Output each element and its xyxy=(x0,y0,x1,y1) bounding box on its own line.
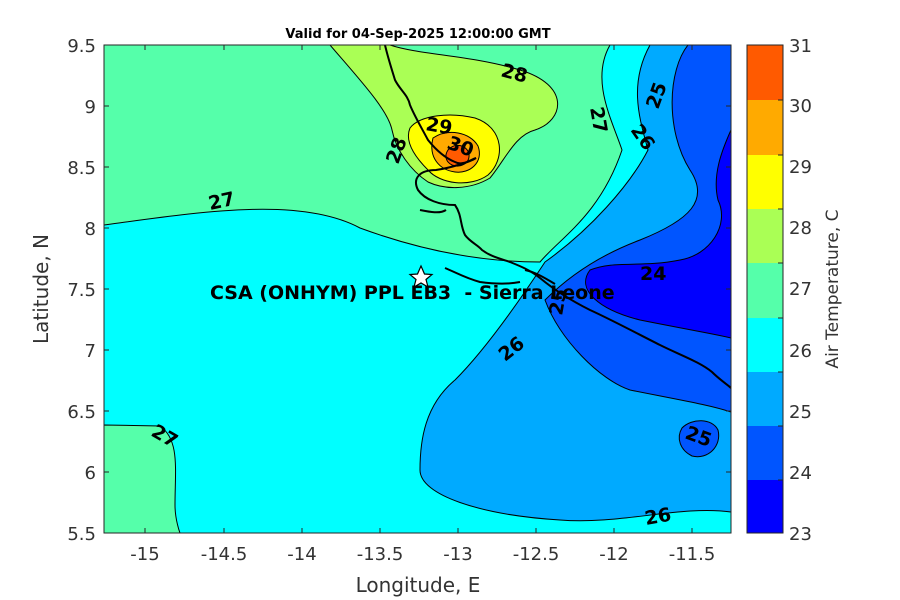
site-marker: CSA (ONHYM) PPL EB3 - Sierra Leone xyxy=(210,264,615,304)
contour-label: 27 xyxy=(206,188,236,215)
colorbar-band xyxy=(747,100,783,155)
contour-label: 25 xyxy=(545,287,571,317)
band-below-23 xyxy=(585,129,731,339)
contour-label: 27 xyxy=(585,105,611,135)
colorbar-tick-label: 26 xyxy=(789,341,812,362)
star-icon xyxy=(408,264,434,289)
x-tick-label: -14 xyxy=(287,544,316,565)
contour-label: 29 xyxy=(424,113,454,139)
y-tick-label: 7 xyxy=(85,341,96,362)
colorbar-tick-label: 25 xyxy=(789,402,812,423)
colorbar-band xyxy=(747,209,783,263)
x-tick-label: -13.5 xyxy=(357,544,404,565)
temperature-contour-map xyxy=(104,45,731,533)
y-tick-label: 6 xyxy=(85,463,96,484)
contour-label: 26 xyxy=(643,504,673,530)
colorbar-tick-label: 27 xyxy=(789,279,812,300)
colorbar-tick-label: 28 xyxy=(789,218,812,239)
x-axis: -15 -14.5 -14 -13.5 -13 -12.5 -12 -11.5 … xyxy=(130,45,715,597)
colorbar-band xyxy=(747,480,783,533)
x-tick-label: -11.5 xyxy=(669,544,716,565)
contour-label: 24 xyxy=(640,263,666,285)
colorbar-label: Air Temperature, C xyxy=(823,209,843,368)
band-26-27-southwest xyxy=(104,424,181,533)
colorbar-tick-label: 30 xyxy=(789,96,812,117)
colorbar-band xyxy=(747,426,783,480)
colorbar-band xyxy=(747,318,783,372)
colorbar-band xyxy=(747,155,783,209)
y-tick-label: 8.5 xyxy=(67,158,96,179)
y-tick-label: 7.5 xyxy=(67,280,96,301)
x-tick-label: -14.5 xyxy=(201,544,248,565)
colorbar-band xyxy=(747,372,783,426)
y-tick-label: 8 xyxy=(85,219,96,240)
y-axis: 9.5 9 8.5 8 7.5 7 6.5 6 5.5 Latitude, N xyxy=(29,36,731,545)
coastline xyxy=(384,45,731,389)
colorbar-tick-label: 31 xyxy=(789,36,812,57)
x-tick-label: -15 xyxy=(130,544,159,565)
colorbar-tick-label: 24 xyxy=(789,463,812,484)
y-tick-label: 6.5 xyxy=(67,402,96,423)
coastline-islands xyxy=(419,209,556,285)
colorbar-band xyxy=(747,45,783,100)
band-24-25-pocket xyxy=(678,420,720,458)
y-tick-label: 9.5 xyxy=(67,36,96,57)
colorbar-band xyxy=(747,263,783,318)
site-label: CSA (ONHYM) PPL EB3 - Sierra Leone xyxy=(210,282,615,304)
colorbar: 31 30 29 28 27 26 25 24 23 Air Temperatu… xyxy=(746,36,843,545)
x-tick-label: -13 xyxy=(443,544,472,565)
colorbar-tick-label: 23 xyxy=(789,524,812,545)
x-tick-label: -12.5 xyxy=(513,544,560,565)
colorbar-tick-label: 29 xyxy=(789,157,812,178)
y-axis-label: Latitude, N xyxy=(29,234,53,344)
x-axis-label: Longitude, E xyxy=(356,573,481,597)
y-tick-label: 9 xyxy=(85,97,96,118)
colorbar-frame xyxy=(746,44,784,534)
y-tick-label: 5.5 xyxy=(67,524,96,545)
x-tick-label: -12 xyxy=(599,544,628,565)
map-title: Valid for 04-Sep-2025 12:00:00 GMT xyxy=(285,27,550,42)
